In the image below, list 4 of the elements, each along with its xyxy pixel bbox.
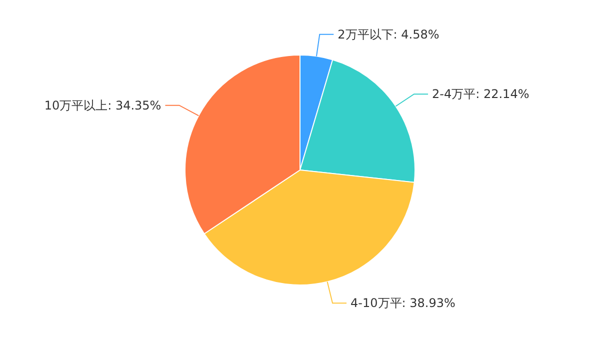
- slice-label: 4-10万平: 38.93%: [350, 296, 456, 310]
- slice-label: 10万平以上: 34.35%: [44, 98, 162, 112]
- slice-label: 2万平以下: 4.58%: [338, 27, 440, 42]
- slice-label: 2-4万平: 22.14%: [432, 87, 530, 102]
